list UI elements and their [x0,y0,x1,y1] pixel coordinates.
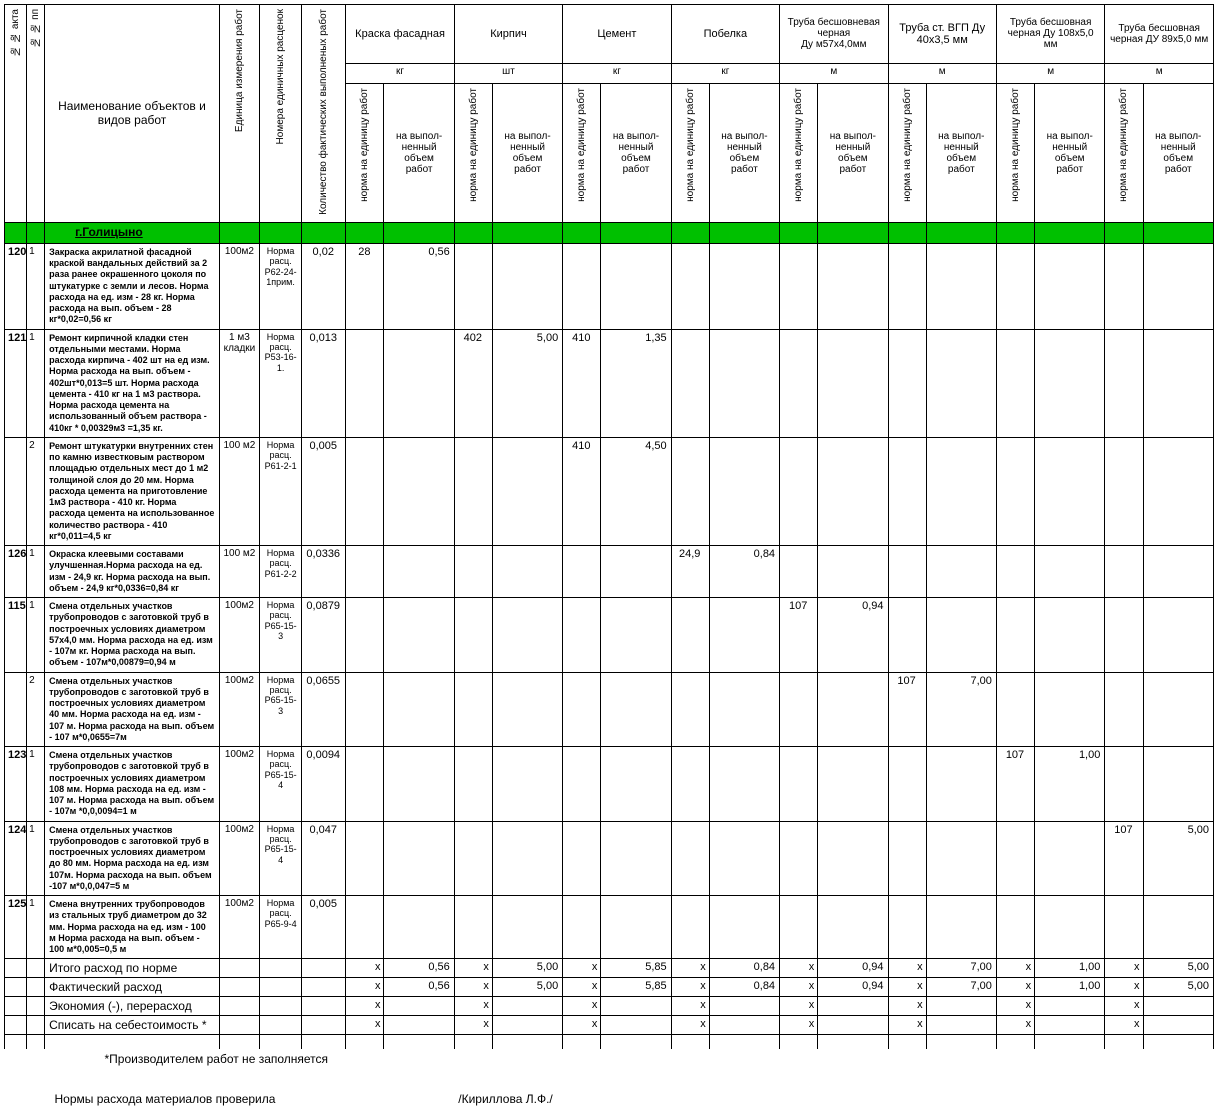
summary-row: Списать на себестоимость *хххххххх [5,1016,1214,1035]
mat-2-unit: кг [563,63,671,83]
estimate-table: № № акта № № пп Наименование объектов и … [4,4,1214,1109]
col-norms: Номера единичных расценок [275,7,286,146]
section-title: г.Голицыно [45,222,220,243]
summary-row: Экономия (-), перерасходхххххххх [5,997,1214,1016]
mat-5-title: Труба ст. ВГП Ду 40х3,5 мм [888,5,996,64]
table-row: 1211Ремонт кирпичной кладки стен отдельн… [5,329,1214,437]
mat-4-unit: м [780,63,888,83]
mat-1-unit: шт [454,63,562,83]
section-row: г.Голицыно [5,222,1214,243]
footer-check-label: Нормы расхода материалов проверила [5,1089,346,1109]
mat-3-title: Побелка [671,5,779,64]
col-unit: Единица измерения работ [234,7,245,134]
table-row: 2Ремонт штукатурки внутренних стен по ка… [5,437,1214,545]
summary-row: Фактический расходх0,56х5,00х5,85х0,84х0… [5,978,1214,997]
footer-checker: /Кириллова Л.Ф./ [454,1089,671,1109]
col-name: Наименование объектов и видов работ [45,5,220,223]
footer-note-row: *Производителем работ не заполняется [5,1049,1214,1069]
mat-4-title: Труба бесшовневая черная Ду м57х4,0мм [780,5,888,64]
mat-6-title: Труба бесшовная черная Ду 108х5,0 мм [996,5,1104,64]
table-row: 1231Смена отдельных участков трубопровод… [5,747,1214,822]
summary-row: Итого расход по нормех0,56х5,00х5,85х0,8… [5,959,1214,978]
sub-norma: норма на единицу работ [359,86,370,204]
mat-0-unit: кг [346,63,454,83]
table-row: 1251Смена внутренних трубопроводов из ст… [5,896,1214,959]
table-row: 1241Смена отдельных участков трубопровод… [5,821,1214,896]
mat-1-title: Кирпич [454,5,562,64]
table-row: 1261Окраска клеевыми составами улучшенна… [5,546,1214,598]
col-pp: № № пп [30,7,41,49]
mat-6-unit: м [996,63,1104,83]
footer-note: *Производителем работ не заполняется [5,1049,1214,1069]
mat-5-unit: м [888,63,996,83]
mat-3-unit: кг [671,63,779,83]
mat-2-title: Цемент [563,5,671,64]
mat-7-unit: м [1105,63,1214,83]
table-header: № № акта № № пп Наименование объектов и … [5,5,1214,223]
table-body: г.Голицыно1201Закраска акрилатной фасадн… [5,222,1214,1109]
footer-check-row: Нормы расхода материалов проверила/Кирил… [5,1089,1214,1109]
mat-0-title: Краска фасадная [346,5,454,64]
table-row: 1151Смена отдельных участков трубопровод… [5,598,1214,673]
table-row: 2Смена отдельных участков трубопроводов … [5,672,1214,747]
col-qty: Количество фактических выполненых работ [318,7,329,217]
table-row: 1201Закраска акрилатной фасадной краской… [5,243,1214,329]
sub-vol: на выпол- ненный объем работ [384,83,454,222]
mat-7-title: Труба бесшовная черная ДУ 89х5,0 мм [1105,5,1214,64]
col-akta: № № акта [10,7,21,59]
